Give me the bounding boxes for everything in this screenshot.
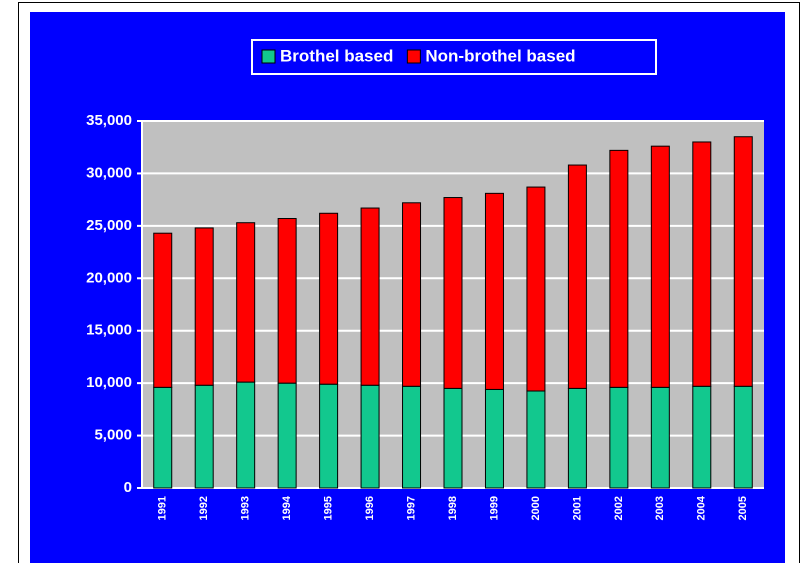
x-tick-label: 1996: [364, 496, 376, 520]
bar-segment: [153, 386, 173, 489]
bar-segment: [443, 197, 463, 389]
bar-segment: [484, 388, 504, 489]
bar-segment: [443, 387, 463, 489]
x-tick-label: 2004: [696, 495, 708, 520]
x-tick-label: 2003: [654, 496, 666, 520]
bar-segment: [360, 384, 380, 489]
bar-segment: [567, 164, 587, 389]
legend-box: [251, 39, 657, 75]
x-tick-label: 1991: [157, 496, 169, 520]
x-tick-label: 1995: [323, 496, 335, 520]
bar-segment: [484, 192, 504, 390]
x-tick-label: 2002: [613, 496, 625, 520]
bar-segment: [402, 385, 422, 489]
bar-segment: [236, 222, 256, 383]
bar-segment: [526, 186, 546, 392]
bar-segment: [236, 381, 256, 489]
bar-segment: [194, 227, 214, 386]
y-tick-label: 15,000: [86, 322, 132, 339]
y-tick-label: 20,000: [86, 269, 132, 286]
x-tick-label: 1998: [447, 496, 459, 520]
legend-label: Brothel based: [280, 46, 393, 65]
x-tick-label: 1999: [488, 496, 500, 520]
x-tick-label: 1993: [240, 496, 252, 520]
y-tick-label: 30,000: [86, 164, 132, 181]
y-tick-label: 10,000: [86, 374, 132, 391]
x-tick-label: 2001: [571, 496, 583, 520]
y-tick-label: 5,000: [94, 427, 132, 444]
legend-label: Non-brothel based: [425, 46, 575, 65]
bar-segment: [526, 390, 546, 489]
bar-segment: [277, 218, 297, 384]
x-tick-label: 2000: [530, 496, 542, 520]
bar-segment: [194, 384, 214, 489]
y-tick-label: 0: [124, 479, 132, 496]
y-tick-label: 25,000: [86, 217, 132, 234]
x-tick-label: 1992: [198, 496, 210, 520]
x-tick-label: 2005: [737, 496, 749, 520]
legend-swatch: [406, 49, 421, 64]
bar-segment: [733, 136, 753, 387]
bar-segment: [609, 149, 629, 388]
bar-segment: [692, 385, 712, 489]
x-tick-label: 1997: [405, 496, 417, 520]
bar-segment: [692, 141, 712, 387]
bar-segment: [153, 232, 173, 388]
bar-segment: [733, 385, 753, 489]
bar-segment: [319, 383, 339, 489]
bar-segment: [650, 145, 670, 388]
bar-segment: [319, 212, 339, 385]
bar-segment: [609, 386, 629, 489]
bar-segment: [650, 386, 670, 489]
bar-segment: [360, 207, 380, 386]
legend-swatch: [261, 49, 276, 64]
x-tick-label: 1994: [281, 495, 293, 520]
bar-segment: [277, 382, 297, 489]
y-tick-label: 35,000: [86, 112, 132, 129]
bar-segment: [402, 202, 422, 387]
bar-segment: [567, 387, 587, 489]
